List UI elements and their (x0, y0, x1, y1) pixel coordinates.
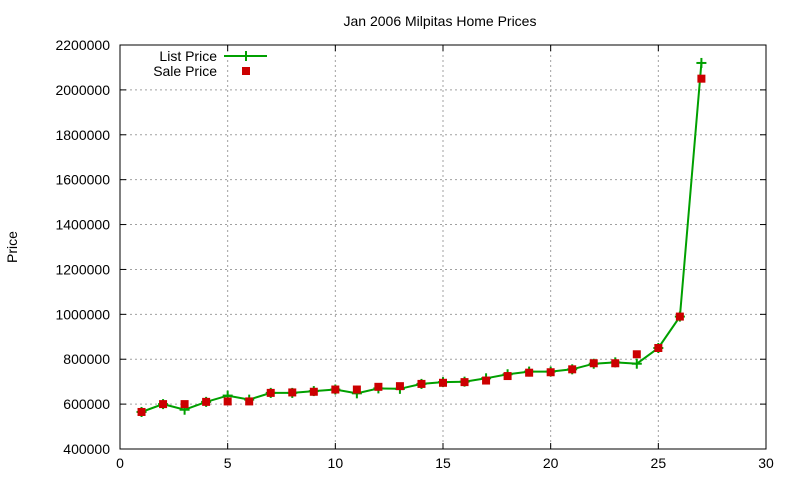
sale-price-point (546, 368, 555, 377)
sale-price-point (417, 379, 426, 388)
y-tick-label: 600000 (63, 396, 110, 412)
sale-price-point (632, 350, 641, 359)
y-tick-label: 1800000 (55, 127, 110, 143)
y-tick-label: 400000 (63, 441, 110, 457)
chart-title: Jan 2006 Milpitas Home Prices (344, 13, 537, 29)
y-axis-label: Price (4, 231, 20, 263)
sale-price-point (331, 385, 340, 394)
y-tick-label: 2200000 (55, 37, 110, 53)
legend-plus-marker (241, 51, 251, 61)
y-tick-label: 1200000 (55, 261, 110, 277)
list-price-point (696, 57, 707, 68)
sale-price-point (245, 397, 254, 406)
sale-price-point (482, 376, 491, 385)
sale-price-point (568, 365, 577, 374)
sale-price-point (395, 382, 404, 391)
legend-square-marker (242, 67, 250, 75)
sale-price-point (654, 344, 663, 352)
sale-price-point (288, 388, 297, 397)
y-tick-label: 2000000 (55, 82, 110, 98)
sale-price-point (223, 397, 232, 406)
y-tick-label: 800000 (63, 351, 110, 367)
x-tick-label: 20 (543, 455, 559, 471)
sale-price-point (202, 397, 211, 406)
legend-label-sale-price: Sale Price (153, 63, 217, 79)
y-tick-label: 1400000 (55, 217, 110, 233)
sale-price-point (525, 368, 534, 377)
sale-price-point (460, 378, 469, 387)
sale-price-point (309, 387, 318, 396)
sale-price-point (503, 372, 512, 381)
x-tick-label: 0 (116, 455, 124, 471)
sale-price-point (675, 312, 684, 321)
sale-price-point (137, 407, 146, 416)
legend-label-list-price: List Price (159, 48, 217, 64)
x-tick-label: 10 (328, 455, 344, 471)
sale-price-point (180, 400, 189, 409)
sale-price-point (611, 359, 620, 368)
axis-ticks: 0 5 10 15 20 25 30 400000 600000 800000 1000000 120… (55, 37, 774, 471)
list-price-point (631, 358, 642, 369)
y-tick-label: 1000000 (55, 306, 110, 322)
sale-price-point (439, 378, 447, 387)
y-tick-label: 1600000 (55, 172, 110, 188)
grid-lines (120, 45, 766, 449)
sale-price-point (352, 385, 361, 394)
series-layer (136, 57, 707, 417)
sale-price-point (159, 400, 168, 409)
legend: List Price Sale Price (153, 48, 267, 79)
sale-price-point (374, 382, 383, 391)
sale-price-point (589, 359, 598, 368)
sale-price-point (266, 388, 275, 397)
x-tick-label: 30 (758, 455, 774, 471)
x-tick-label: 15 (435, 455, 451, 471)
sale-price-point (697, 74, 706, 83)
x-tick-label: 5 (224, 455, 232, 471)
x-tick-label: 25 (651, 455, 667, 471)
